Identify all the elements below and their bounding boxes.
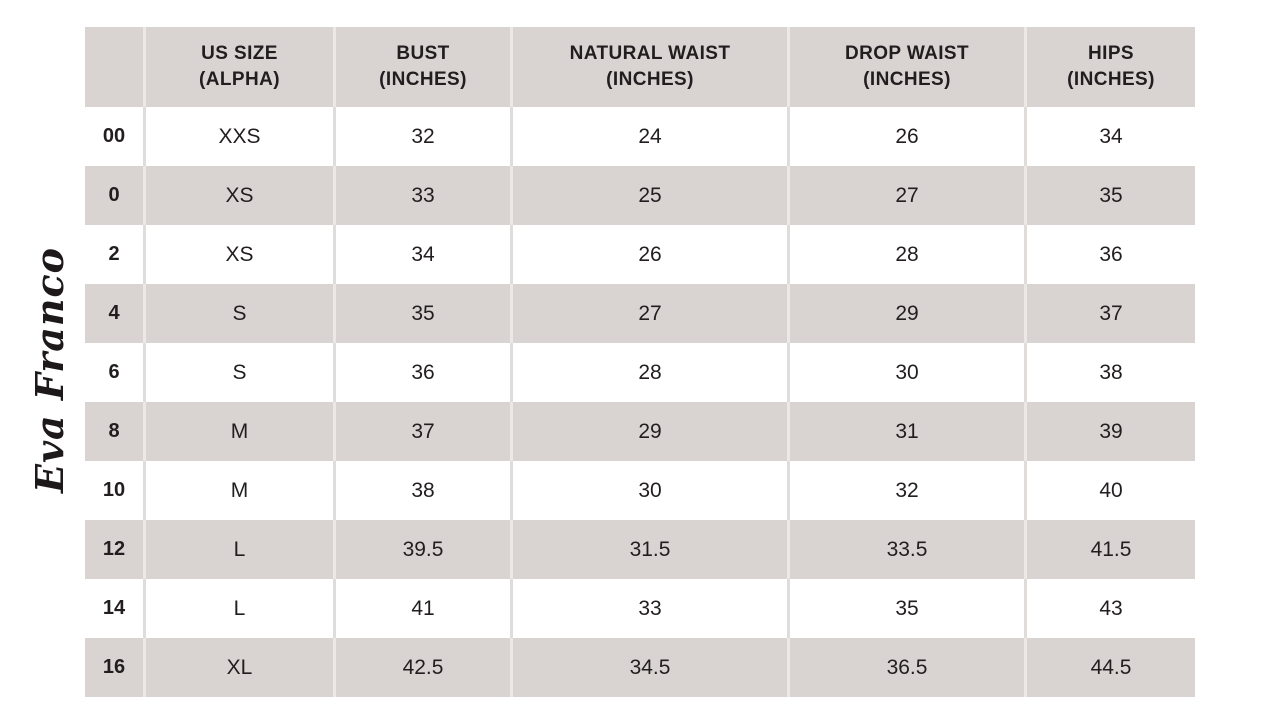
header-line2: (INCHES) [379,69,467,90]
drop-waist-cell: 31 [787,402,1024,461]
size-chart-table: US SIZE (ALPHA) BUST (INCHES) NATURAL WA… [85,27,1195,697]
natural-waist-cell: 34.5 [510,638,787,697]
header-line2: (ALPHA) [199,69,280,90]
hips-cell: 41.5 [1024,520,1195,579]
bust-cell: 37 [333,402,510,461]
natural-waist-cell: 30 [510,461,787,520]
header-line2: (INCHES) [606,69,694,90]
size-row-2: 2 XS 34 26 28 36 [85,225,1195,284]
drop-waist-cell: 30 [787,343,1024,402]
alpha-size-cell: S [143,284,333,343]
col-header-us-size-alpha: US SIZE (ALPHA) [143,27,333,107]
size-row-14: 14 L 41 33 35 43 [85,579,1195,638]
us-size-cell: 00 [85,107,143,166]
hips-cell: 40 [1024,461,1195,520]
header-line2: (INCHES) [863,69,951,90]
eva-franco-logo: Eva Franco [27,247,72,493]
natural-waist-cell: 29 [510,402,787,461]
bust-cell: 36 [333,343,510,402]
bust-cell: 38 [333,461,510,520]
header-line1: US SIZE [201,43,278,64]
bust-cell: 34 [333,225,510,284]
size-row-8: 8 M 37 29 31 39 [85,402,1195,461]
bust-cell: 35 [333,284,510,343]
drop-waist-cell: 36.5 [787,638,1024,697]
bust-cell: 42.5 [333,638,510,697]
corner-cell [85,27,143,107]
col-header-hips: HIPS (INCHES) [1024,27,1195,107]
us-size-cell: 10 [85,461,143,520]
drop-waist-cell: 29 [787,284,1024,343]
size-row-6: 6 S 36 28 30 38 [85,343,1195,402]
drop-waist-cell: 26 [787,107,1024,166]
drop-waist-cell: 32 [787,461,1024,520]
hips-cell: 43 [1024,579,1195,638]
drop-waist-cell: 28 [787,225,1024,284]
alpha-size-cell: XS [143,166,333,225]
hips-cell: 39 [1024,402,1195,461]
bust-cell: 41 [333,579,510,638]
bust-cell: 33 [333,166,510,225]
header-line1: BUST [396,43,450,64]
natural-waist-cell: 33 [510,579,787,638]
natural-waist-cell: 25 [510,166,787,225]
us-size-cell: 6 [85,343,143,402]
col-header-bust: BUST (INCHES) [333,27,510,107]
us-size-cell: 4 [85,284,143,343]
natural-waist-cell: 28 [510,343,787,402]
hips-cell: 36 [1024,225,1195,284]
us-size-cell: 16 [85,638,143,697]
hips-cell: 35 [1024,166,1195,225]
col-header-natural-waist: NATURAL WAIST (INCHES) [510,27,787,107]
drop-waist-cell: 35 [787,579,1024,638]
header-line1: HIPS [1088,43,1134,64]
alpha-size-cell: S [143,343,333,402]
hips-cell: 44.5 [1024,638,1195,697]
size-row-12: 12 L 39.5 31.5 33.5 41.5 [85,520,1195,579]
size-row-4: 4 S 35 27 29 37 [85,284,1195,343]
alpha-size-cell: L [143,579,333,638]
size-row-00: 00 XXS 32 24 26 34 [85,107,1195,166]
natural-waist-cell: 27 [510,284,787,343]
alpha-size-cell: XXS [143,107,333,166]
natural-waist-cell: 31.5 [510,520,787,579]
size-row-10: 10 M 38 30 32 40 [85,461,1195,520]
hips-cell: 34 [1024,107,1195,166]
size-row-0: 0 XS 33 25 27 35 [85,166,1195,225]
bust-cell: 39.5 [333,520,510,579]
alpha-size-cell: M [143,402,333,461]
size-row-16: 16 XL 42.5 34.5 36.5 44.5 [85,638,1195,697]
us-size-cell: 0 [85,166,143,225]
alpha-size-cell: M [143,461,333,520]
drop-waist-cell: 33.5 [787,520,1024,579]
natural-waist-cell: 24 [510,107,787,166]
drop-waist-cell: 27 [787,166,1024,225]
bust-cell: 32 [333,107,510,166]
alpha-size-cell: XL [143,638,333,697]
col-header-drop-waist: DROP WAIST (INCHES) [787,27,1024,107]
alpha-size-cell: XS [143,225,333,284]
alpha-size-cell: L [143,520,333,579]
us-size-cell: 14 [85,579,143,638]
natural-waist-cell: 26 [510,225,787,284]
header-line1: NATURAL WAIST [569,43,731,64]
hips-cell: 37 [1024,284,1195,343]
us-size-cell: 8 [85,402,143,461]
header-row: US SIZE (ALPHA) BUST (INCHES) NATURAL WA… [85,27,1195,107]
us-size-cell: 2 [85,225,143,284]
header-line1: DROP WAIST [845,43,969,64]
us-size-cell: 12 [85,520,143,579]
hips-cell: 38 [1024,343,1195,402]
header-line2: (INCHES) [1067,69,1155,90]
